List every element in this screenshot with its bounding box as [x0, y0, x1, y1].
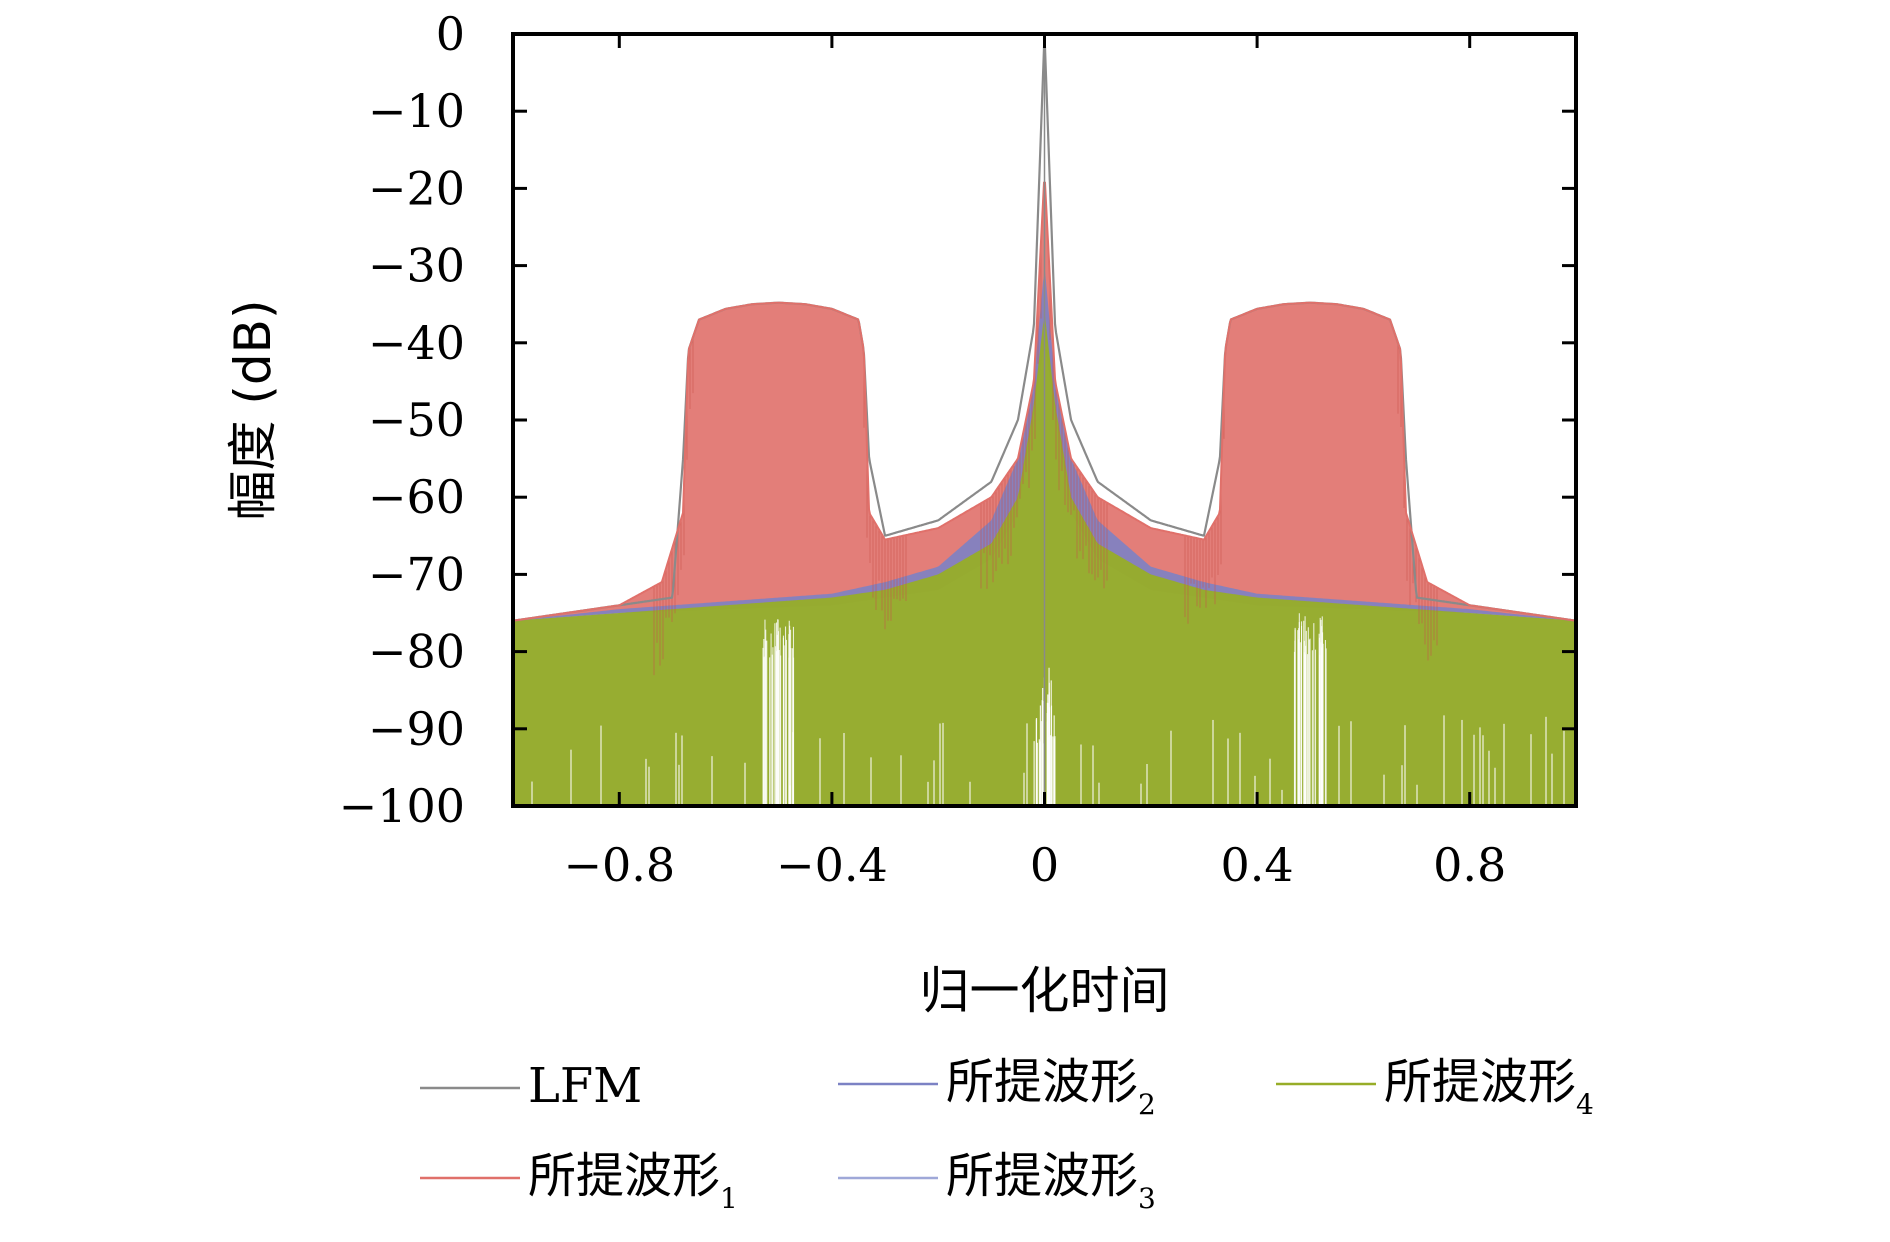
legend-label: 所提波形2: [946, 1054, 1156, 1121]
y-axis: 0 −10 −20 −30 −40 −50 −60 −70 −80 −90 −100: [339, 7, 1576, 833]
legend-item: 所提波形4: [1276, 1054, 1594, 1121]
legend-label: 所提波形3: [946, 1148, 1156, 1215]
legend-item: LFM: [420, 1058, 642, 1114]
legend-item: 所提波形3: [838, 1148, 1156, 1215]
x-tick-label: −0.8: [563, 838, 675, 892]
y-tick-label: 0: [436, 7, 465, 61]
x-tick-label: 0.4: [1221, 838, 1294, 892]
legend-subscript: 4: [1576, 1088, 1594, 1121]
plot-layer: [513, 34, 1576, 806]
null-texture: [531, 613, 1565, 806]
y-tick-label: −50: [368, 393, 465, 447]
legend-subscript: 3: [1138, 1182, 1156, 1215]
x-tick-label: 0.8: [1433, 838, 1506, 892]
y-tick-label: −60: [368, 470, 465, 524]
y-tick-label: −20: [368, 161, 465, 215]
y-tick-label: −80: [368, 625, 465, 679]
legend-subscript: 2: [1138, 1088, 1156, 1121]
y-tick-label: −40: [368, 316, 465, 370]
x-axis-title: 归一化时间: [920, 962, 1170, 1020]
legend-label: 所提波形1: [528, 1148, 738, 1215]
y-tick-label: −90: [368, 702, 465, 756]
legend-item: 所提波形2: [838, 1054, 1156, 1121]
y-tick-label: −70: [368, 547, 465, 601]
legend-subscript: 1: [720, 1182, 738, 1215]
x-tick-label: 0: [1030, 838, 1059, 892]
legend-item: 所提波形1: [420, 1148, 738, 1215]
legend-label: LFM: [528, 1058, 642, 1114]
y-axis-title: 幅度 (dB): [224, 300, 282, 521]
x-tick-label: −0.4: [776, 838, 888, 892]
y-tick-label: −30: [368, 239, 465, 293]
x-axis: −0.8 −0.4 0 0.4 0.8: [563, 34, 1506, 892]
y-tick-label: −10: [368, 84, 465, 138]
y-tick-label: −100: [339, 779, 465, 833]
legend-label: 所提波形4: [1384, 1054, 1594, 1121]
legend: LFM 所提波形2 所提波形4 所提波形1 所提波形3: [420, 1054, 1594, 1215]
